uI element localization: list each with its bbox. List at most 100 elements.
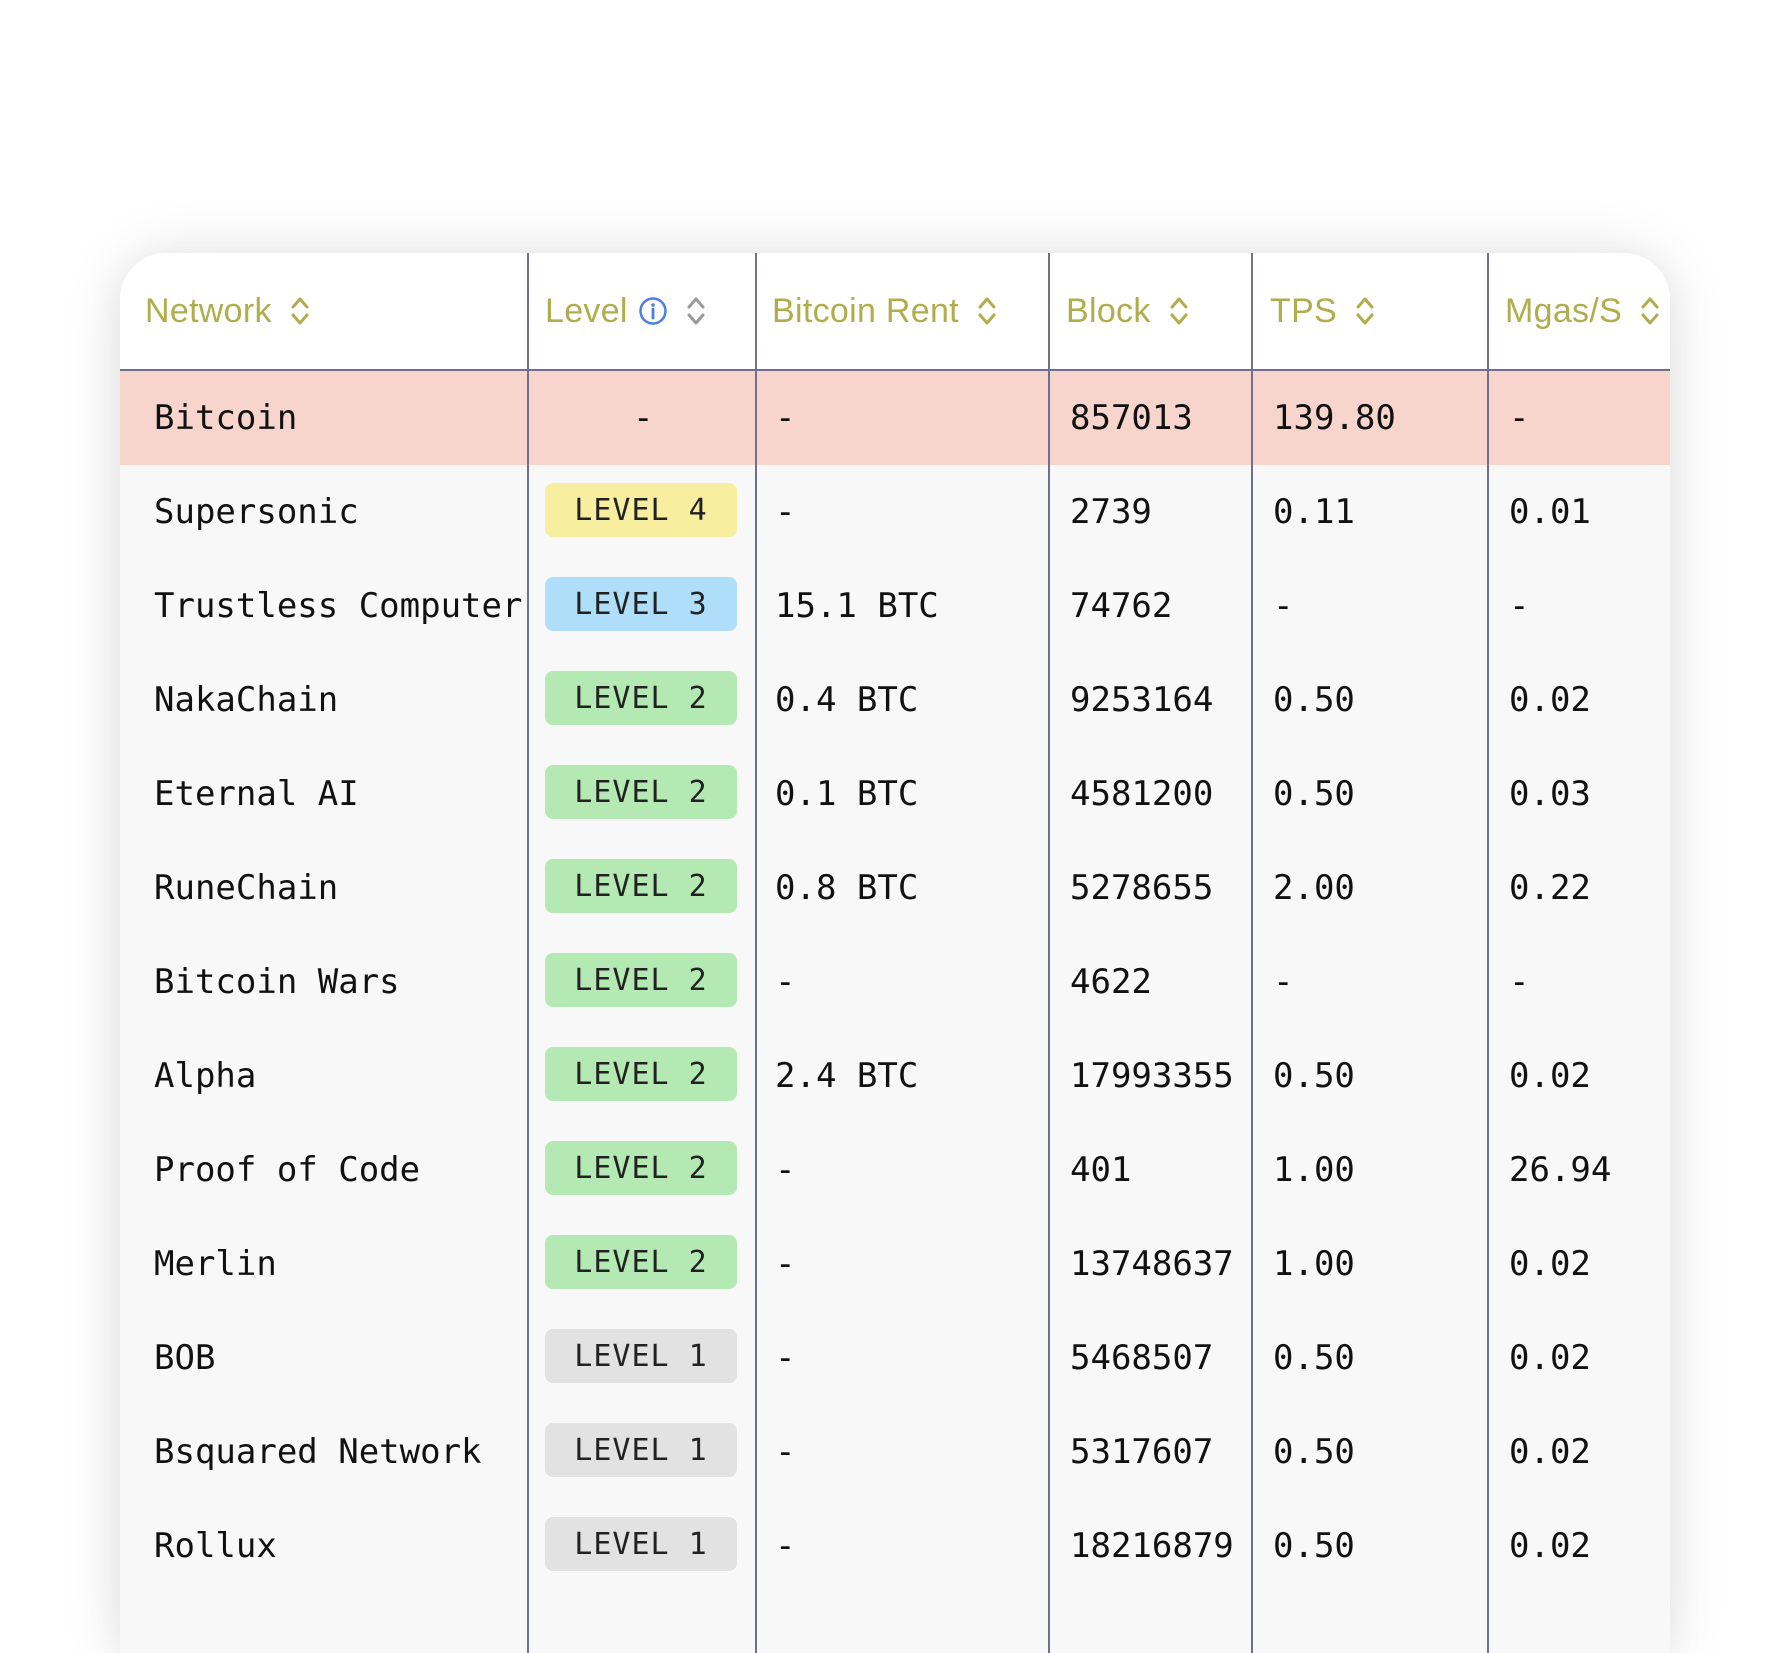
column-header-tps[interactable]: TPS [1270,253,1375,369]
table-row[interactable]: Alpha 2.4 BTC 17993355 0.50 0.02 LEVEL 2 [120,1029,1670,1123]
cell-bitcoin-rent: - [775,1338,796,1378]
cell-network: Bitcoin Wars [154,962,400,1002]
cell-bitcoin-rent: - [775,1150,796,1190]
cell-block: 13748637 [1070,1244,1234,1284]
sort-icon[interactable] [686,294,706,328]
cell-bitcoin-rent: - [775,492,796,532]
cell-block: 2739 [1070,492,1152,532]
cell-block: 9253164 [1070,680,1214,720]
table-header: Network Level Bitcoin Rent Block [120,253,1670,371]
table-row[interactable]: Merlin - 13748637 1.00 0.02 LEVEL 2 [120,1217,1670,1311]
level-badge: LEVEL 2 [545,859,737,913]
level-badge: LEVEL 1 [545,1423,737,1477]
cell-mgas: 0.02 [1509,1244,1591,1284]
cell-bitcoin-rent: - [775,398,796,438]
cell-bitcoin-rent: 15.1 BTC [775,586,939,626]
cell-level: - [633,398,654,438]
table-row[interactable]: Eternal AI 0.1 BTC 4581200 0.50 0.03 LEVEL 2 [120,747,1670,841]
cell-network: RuneChain [154,868,339,908]
cell-block: 74762 [1070,586,1173,626]
column-header-bitcoin-rent[interactable]: Bitcoin Rent [772,253,997,369]
level-badge: LEVEL 4 [545,483,737,537]
cell-mgas: 0.22 [1509,868,1591,908]
column-divider [1048,253,1050,1653]
cell-block: 5468507 [1070,1338,1214,1378]
cell-mgas: - [1509,398,1530,438]
cell-network: Eternal AI [154,774,359,814]
cell-bitcoin-rent: - [775,962,796,1002]
level-badge: LEVEL 2 [545,1235,737,1289]
cell-tps: 1.00 [1273,1150,1355,1190]
cell-bitcoin-rent: 0.4 BTC [775,680,919,720]
cell-tps: 0.50 [1273,1338,1355,1378]
cell-bitcoin-rent: - [775,1526,796,1566]
cell-tps: 0.50 [1273,1056,1355,1096]
cell-mgas: - [1509,586,1530,626]
column-divider [755,253,757,1653]
cell-mgas: 0.02 [1509,1432,1591,1472]
cell-mgas: 0.02 [1509,1338,1591,1378]
sort-icon[interactable] [290,294,310,328]
cell-tps: 2.00 [1273,868,1355,908]
cell-bitcoin-rent: - [775,1432,796,1472]
cell-block: 5278655 [1070,868,1214,908]
table-row[interactable]: Proof of Code - 401 1.00 26.94 LEVEL 2 [120,1123,1670,1217]
info-icon[interactable] [638,296,668,326]
cell-tps: 0.50 [1273,680,1355,720]
cell-network: Supersonic [154,492,359,532]
cell-tps: - [1273,586,1294,626]
column-header-network[interactable]: Network [145,253,310,369]
cell-tps: 139.80 [1273,398,1396,438]
cell-tps: 1.00 [1273,1244,1355,1284]
cell-mgas: 0.02 [1509,1526,1591,1566]
table-row[interactable]: Trustless Computer 15.1 BTC 74762 - - LEVEL 3 [120,559,1670,653]
column-divider [1251,253,1253,1653]
sort-icon[interactable] [1169,294,1189,328]
cell-tps: 0.11 [1273,492,1355,532]
sort-icon[interactable] [977,294,997,328]
column-header-level[interactable]: Level [545,253,706,369]
cell-network: Bsquared Network [154,1432,482,1472]
table-row[interactable]: BOB - 5468507 0.50 0.02 LEVEL 1 [120,1311,1670,1405]
table-row[interactable]: NakaChain 0.4 BTC 9253164 0.50 0.02 LEVEL 2 [120,653,1670,747]
cell-network: Merlin [154,1244,277,1284]
table-row[interactable]: Supersonic - 2739 0.11 0.01 LEVEL 4 [120,465,1670,559]
cell-network: Bitcoin [154,398,298,438]
cell-network: NakaChain [154,680,339,720]
sort-icon[interactable] [1355,294,1375,328]
table-row[interactable]: Bitcoin - 857013 139.80 - - [120,371,1670,465]
cell-bitcoin-rent: 2.4 BTC [775,1056,919,1096]
level-badge: LEVEL 2 [545,1047,737,1101]
cell-network: BOB [154,1338,216,1378]
cell-bitcoin-rent: - [775,1244,796,1284]
networks-table: Network Level Bitcoin Rent Block [120,253,1670,1653]
cell-tps: - [1273,962,1294,1002]
cell-tps: 0.50 [1273,1432,1355,1472]
cell-network: Proof of Code [154,1150,421,1190]
column-header-block[interactable]: Block [1066,253,1189,369]
column-divider [527,253,529,1653]
column-header-mgas[interactable]: Mgas/S [1505,253,1660,369]
level-badge: LEVEL 2 [545,953,737,1007]
sort-icon[interactable] [1640,294,1660,328]
table-row[interactable]: RuneChain 0.8 BTC 5278655 2.00 0.22 LEVEL 2 [120,841,1670,935]
level-badge: LEVEL 3 [545,577,737,631]
table-row[interactable]: Bsquared Network - 5317607 0.50 0.02 LEVEL 1 [120,1405,1670,1499]
level-badge: LEVEL 2 [545,671,737,725]
cell-mgas: 26.94 [1509,1150,1612,1190]
table-row[interactable]: Rollux - 18216879 0.50 0.02 LEVEL 1 [120,1499,1670,1593]
column-divider [1487,253,1489,1653]
level-badge: LEVEL 2 [545,1141,737,1195]
table-row[interactable]: Bitcoin Wars -4622- - LEVEL 2 [120,935,1670,1029]
cell-tps: 0.50 [1273,1526,1355,1566]
cell-mgas: 0.01 [1509,492,1591,532]
cell-tps: 0.50 [1273,774,1355,814]
cell-network: Rollux [154,1526,277,1566]
level-badge: LEVEL 2 [545,765,737,819]
cell-block: 4622 [1070,962,1152,1002]
cell-block: 5317607 [1070,1432,1214,1472]
level-badge: LEVEL 1 [545,1329,737,1383]
cell-block: 4581200 [1070,774,1214,814]
cell-network: Alpha [154,1056,257,1096]
cell-bitcoin-rent: 0.8 BTC [775,868,919,908]
